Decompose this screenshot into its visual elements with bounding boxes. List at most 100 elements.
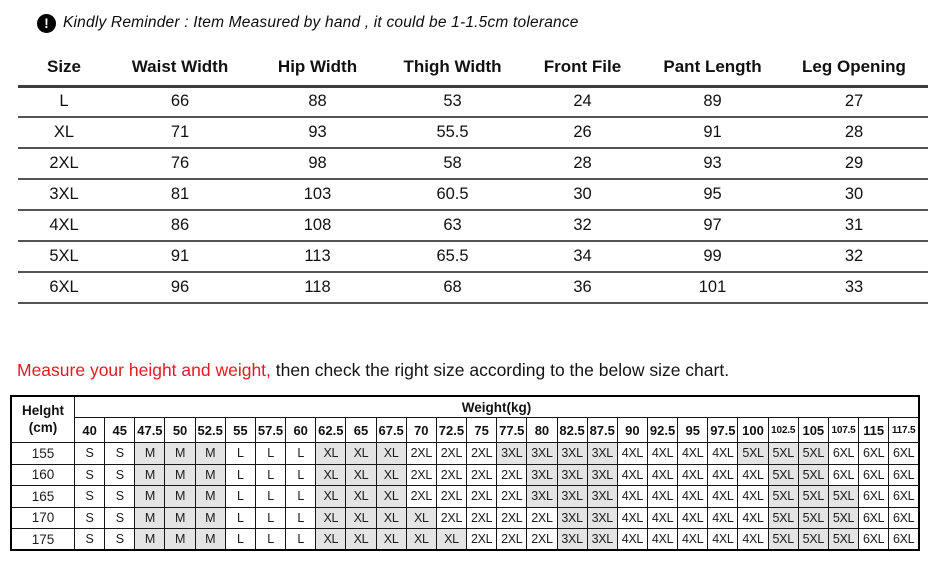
weight-column-header: 102.5 [767, 417, 799, 443]
measurement-value: 97 [645, 210, 780, 242]
recommended-size-cell: L [224, 463, 256, 486]
recommended-size-cell: M [134, 442, 166, 465]
recommended-size-cell: 2XL [496, 506, 528, 529]
weight-column-header: 70 [405, 417, 437, 443]
recommended-size-cell: 6XL [858, 528, 890, 551]
size-label: 6XL [18, 272, 110, 304]
weight-column-header: 60 [285, 417, 317, 443]
recommended-size-cell: 4XL [707, 463, 739, 486]
size-table-row: 2XL 76 98 58 28 93 29 [18, 148, 928, 180]
chart-row: 170 S S M M M L L L XL XL XL XL 2XL 2XL 2XL 2XL 3XL 3XL 4XL… [10, 506, 920, 529]
weight-column-header: 72.5 [435, 417, 468, 443]
weight-column-header: 90 [616, 417, 648, 443]
recommended-size-cell: 5XL [767, 485, 799, 508]
recommended-size-cell: 4XL [677, 528, 709, 551]
recommended-size-cell: S [73, 528, 106, 551]
recommended-size-cell: 5XL [797, 463, 829, 486]
recommended-size-cell: 3XL [556, 485, 588, 508]
recommended-size-cell: 6XL [858, 506, 890, 529]
weight-column-header: 50 [164, 417, 196, 443]
height-weight-size-chart: Helght (cm) Weight(kg) 40 45 47.5 50 52.5 55 5… [10, 395, 920, 551]
recommended-size-cell: 4XL [646, 528, 679, 551]
weight-column-header: 115 [858, 417, 890, 443]
weight-column-header: 117.5 [888, 417, 920, 443]
recommended-size-cell: 5XL [797, 528, 829, 551]
recommended-size-cell: 5XL [767, 528, 799, 551]
size-chart-page: ! Kindly Reminder : Item Measured by han… [0, 12, 930, 571]
chart-header-row-weights: 40 45 47.5 50 52.5 55 57.5 60 62.5 65 67.5 70 72.5 75… [11, 417, 920, 443]
measurement-value: 68 [385, 272, 520, 304]
recommended-size-cell: 4XL [707, 506, 739, 529]
recommended-size-cell: 4XL [646, 442, 679, 465]
recommended-size-cell: 3XL [556, 506, 588, 529]
recommended-size-cell: 2XL [466, 506, 498, 529]
size-label: 3XL [18, 179, 110, 211]
size-table-column-header: Front File [520, 50, 645, 88]
weight-column-header: 40 [73, 417, 106, 443]
weight-column-header: 57.5 [254, 417, 287, 443]
measurement-value: 36 [520, 272, 645, 304]
measurement-value: 55.5 [385, 117, 520, 149]
recommended-size-cell: 3XL [526, 442, 558, 465]
measure-instruction-rest: then check the right size according to t… [270, 360, 730, 380]
recommended-size-cell: L [254, 506, 287, 529]
recommended-size-cell: L [285, 506, 317, 529]
recommended-size-cell: XL [405, 528, 437, 551]
recommended-size-cell: M [134, 463, 166, 486]
measurement-value: 98 [250, 148, 385, 180]
recommended-size-cell: 3XL [526, 485, 558, 508]
recommended-size-cell: M [134, 485, 166, 508]
recommended-size-cell: XL [345, 485, 377, 508]
recommended-size-cell: S [73, 506, 106, 529]
size-table-row: L 66 88 53 24 89 27 [18, 86, 928, 118]
recommended-size-cell: 4XL [707, 485, 739, 508]
recommended-size-cell: 2XL [526, 506, 558, 529]
recommended-size-cell: 2XL [405, 442, 437, 465]
recommended-size-cell: 6XL [827, 463, 860, 486]
recommended-size-cell: M [164, 506, 196, 529]
recommended-size-cell: XL [375, 506, 407, 529]
recommended-size-cell: 4XL [707, 442, 739, 465]
recommended-size-cell: 5XL [827, 485, 860, 508]
weight-column-header: 45 [104, 417, 136, 443]
measurement-value: 32 [780, 241, 928, 273]
recommended-size-cell: M [194, 442, 226, 465]
height-column-header: Helght (cm) [10, 395, 75, 443]
recommended-size-cell: 5XL [767, 442, 799, 465]
recommended-size-cell: 3XL [526, 463, 558, 486]
measure-instruction-highlight: Measure your height and weight, [17, 360, 271, 380]
measurement-value: 118 [250, 272, 385, 304]
measurement-value: 93 [645, 148, 780, 180]
recommended-size-cell: 4XL [646, 463, 679, 486]
recommended-size-cell: 4XL [737, 485, 769, 508]
recommended-size-cell: 4XL [646, 485, 679, 508]
recommended-size-cell: 5XL [797, 485, 829, 508]
recommended-size-cell: 4XL [677, 463, 709, 486]
measurement-value: 30 [520, 179, 645, 211]
recommended-size-cell: 4XL [677, 506, 709, 529]
size-label: 5XL [18, 241, 110, 273]
recommended-size-cell: XL [435, 528, 468, 551]
recommended-size-cell: S [73, 442, 106, 465]
weight-column-header: 97.5 [707, 417, 739, 443]
recommended-size-cell: 2XL [405, 463, 437, 486]
measurement-value: 65.5 [385, 241, 520, 273]
weight-header: Weight(kg) [74, 395, 920, 418]
recommended-size-cell: L [224, 485, 256, 508]
recommended-size-cell: S [73, 463, 106, 486]
recommended-size-cell: L [224, 442, 256, 465]
recommended-size-cell: M [194, 506, 226, 529]
recommended-size-cell: 2XL [405, 485, 437, 508]
chart-header-row-top: Helght (cm) Weight(kg) [10, 395, 920, 443]
weight-column-header: 100 [737, 417, 769, 443]
recommended-size-cell: XL [345, 463, 377, 486]
recommended-size-cell: 4XL [677, 442, 709, 465]
recommended-size-cell: 2XL [466, 528, 498, 551]
measurement-value: 34 [520, 241, 645, 273]
recommended-size-cell: XL [345, 506, 377, 529]
measurement-value: 30 [780, 179, 928, 211]
weight-column-header: 77.5 [496, 417, 528, 443]
size-table-column-header: Size [18, 50, 110, 88]
measurement-value: 66 [110, 86, 250, 118]
weight-column-header: 52.5 [194, 417, 226, 443]
